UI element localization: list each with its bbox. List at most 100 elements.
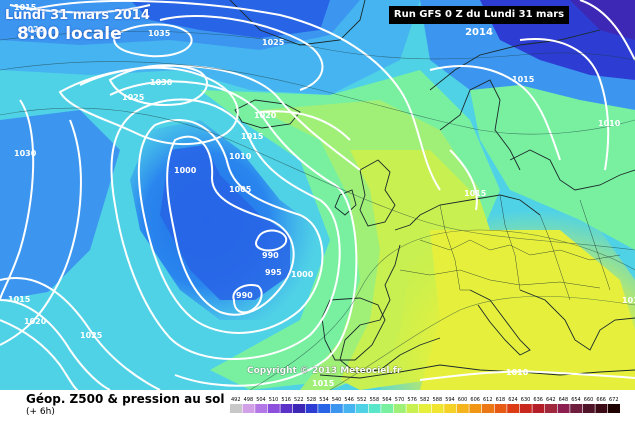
legend-swatch [557, 404, 570, 413]
legend-swatch [482, 404, 494, 413]
z500-contour-1 [0, 107, 635, 251]
legend-value: 540 [332, 397, 342, 403]
field-west-band [0, 110, 120, 310]
coastlines [229, 0, 635, 379]
legend-value: 498 [244, 397, 254, 403]
geopotential-contours [0, 31, 635, 390]
isobar-label: 1025 [122, 93, 145, 102]
isobar-sw-1025 [0, 319, 79, 390]
copyright-notice: Copyright © 2013 Meteociel.fr [247, 366, 402, 376]
coast-north-africa [319, 364, 635, 379]
country-borders [399, 194, 621, 301]
isobar-ne [579, 0, 635, 61]
isobar-label: 990 [236, 291, 253, 300]
legend-value: 570 [395, 397, 405, 403]
isobar-label: 1010 [229, 152, 252, 161]
legend-swatch [570, 404, 583, 413]
isobar-label: 990 [262, 251, 279, 260]
legend-value: 522 [294, 397, 304, 403]
isobar-label: 1015 [464, 189, 487, 198]
isobar-low-995 [166, 135, 295, 316]
legend-value: 636 [533, 397, 543, 403]
z500-contour-2 [0, 61, 635, 135]
border-5 [579, 199, 611, 291]
coast-balkans [519, 289, 635, 351]
field-low-inner [160, 145, 290, 300]
forecast-offset: (+ 6h) [26, 407, 55, 417]
isobar-label: 1005 [229, 185, 252, 194]
isobar-west-outer [0, 119, 82, 346]
isobar-label: 1010 [598, 119, 621, 128]
coast-baltic [509, 149, 635, 191]
legend-swatch [330, 404, 343, 413]
legend-value: 576 [407, 397, 417, 403]
isobar-low-990-b [232, 284, 263, 314]
border-1 [419, 239, 621, 261]
isobar-mid-europe-1015 [449, 149, 478, 211]
legend-swatch [419, 404, 431, 413]
isobar-sw-1020 [0, 299, 111, 390]
legend-swatch [267, 404, 280, 413]
legend-swatch [532, 404, 545, 413]
coast-iceland [234, 99, 301, 129]
isobar-label: 1000 [174, 166, 197, 175]
isobar-1030-west [0, 99, 35, 301]
legend-swatch [242, 404, 255, 413]
legend-value: 624 [508, 397, 518, 403]
isobar-1035 [113, 23, 193, 58]
legend-value: 642 [546, 397, 556, 403]
legend-value: 510 [269, 397, 279, 403]
legend-value: 672 [609, 397, 619, 403]
field-south-yellow [420, 230, 635, 390]
z500-contour-4 [249, 229, 635, 390]
legend-swatch [406, 404, 419, 413]
legend-value: 612 [483, 397, 493, 403]
legend-swatch [545, 404, 557, 413]
legend-value: 582 [420, 397, 430, 403]
legend-swatch [582, 404, 595, 413]
isobar-label: 1025 [80, 331, 103, 340]
legend-value: 516 [281, 397, 291, 403]
legend-swatch [230, 404, 242, 413]
isobar-south-1010 [419, 370, 635, 381]
isobar-label: 1015 [312, 379, 335, 388]
isobar-1030-nw [108, 64, 208, 106]
coast-scandinavia [429, 29, 601, 171]
isobar-label: 1025 [262, 38, 285, 47]
forecast-date: Lundi 31 mars 2014 [5, 8, 150, 23]
border-4 [539, 214, 571, 301]
isobar-label: 1015 [241, 132, 264, 141]
isobar-low-1005 [110, 98, 341, 361]
legend-swatch [431, 404, 444, 413]
legend-value: 534 [319, 397, 329, 403]
legend-value: 504 [256, 397, 266, 403]
isobar-label: 1010 [506, 368, 529, 377]
legend-value: 600 [458, 397, 468, 403]
isobar-label: 1015 [8, 295, 31, 304]
isobars [0, 0, 635, 390]
isobar-1020-mid [259, 110, 351, 141]
legend-value: 558 [370, 397, 380, 403]
legend-swatch [368, 404, 381, 413]
pressure-map: 1015 1020 1035 1025 1030 1025 1020 1015 … [0, 0, 635, 390]
legend-swatch [444, 404, 457, 413]
isobar-label: 1000 [291, 270, 314, 279]
legend-swatch [280, 404, 293, 413]
isobar-label: 1020 [22, 25, 45, 34]
z500-contour-5 [329, 295, 635, 390]
isobar-1010 [109, 80, 358, 387]
isobar-label: 1015 [14, 3, 37, 12]
isobar-1025-top [159, 15, 324, 91]
legend-swatch [507, 404, 520, 413]
coast-italy [469, 289, 531, 356]
legend-value: 630 [521, 397, 531, 403]
legend-swatch [456, 404, 469, 413]
border-3 [499, 194, 521, 291]
legend-value: 606 [470, 397, 480, 403]
legend-value: 654 [571, 397, 581, 403]
legend-swatch [255, 404, 268, 413]
legend-swatch [356, 404, 368, 413]
legend-value: 618 [496, 397, 506, 403]
legend-value: 588 [433, 397, 443, 403]
isobar-label: 995 [265, 268, 282, 277]
